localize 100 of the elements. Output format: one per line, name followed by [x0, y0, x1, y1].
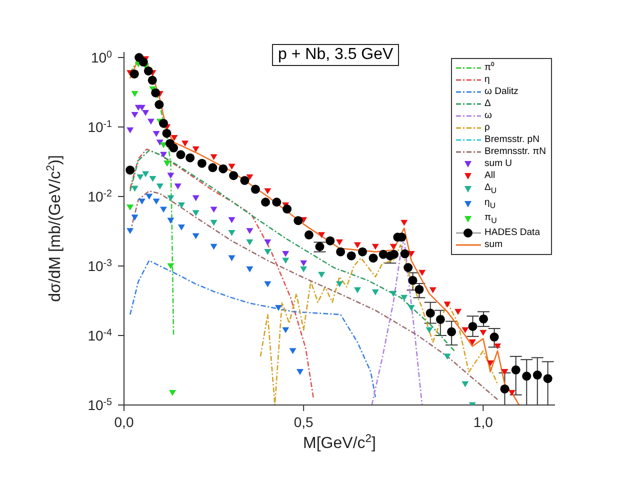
point — [282, 258, 290, 264]
point — [336, 247, 346, 256]
point — [390, 244, 397, 250]
point — [138, 198, 146, 205]
point — [543, 374, 552, 384]
point — [447, 327, 456, 336]
point — [468, 339, 476, 346]
point — [346, 251, 356, 260]
point — [426, 308, 435, 318]
point — [264, 188, 272, 194]
point — [136, 174, 144, 180]
point — [240, 176, 250, 185]
legend-label: Bremsstr. pN — [484, 134, 540, 146]
point — [131, 112, 138, 118]
point — [408, 250, 415, 257]
point — [300, 266, 308, 272]
point — [304, 230, 314, 240]
point — [192, 146, 200, 152]
point — [282, 327, 290, 334]
legend-label: η — [484, 74, 490, 86]
x-axis-title: M[GeV/c$^{2}$] — [303, 433, 376, 452]
point — [404, 263, 413, 272]
point — [228, 217, 236, 224]
point — [486, 360, 494, 366]
legend-label: η$_{U}$ — [484, 196, 496, 212]
point — [400, 220, 408, 226]
point — [336, 281, 343, 288]
point — [508, 390, 516, 396]
chart-title: p + Nb, 3.5 GeV — [272, 44, 400, 66]
legend-label: Δ — [484, 98, 491, 110]
point — [148, 76, 157, 85]
legend-label: Bremnsstr. πN — [484, 146, 546, 158]
y-tick-label: 10$^{-4}$ — [88, 327, 113, 344]
legend-label: Δ$_{U}$ — [484, 182, 497, 197]
point — [131, 91, 138, 97]
point — [156, 184, 164, 190]
point — [208, 163, 218, 172]
point — [408, 305, 415, 311]
point — [326, 236, 335, 246]
point — [167, 172, 174, 179]
point — [154, 100, 164, 110]
point — [501, 369, 508, 375]
legend-label: sum U — [484, 158, 512, 170]
point — [246, 174, 254, 180]
point — [264, 249, 272, 255]
point — [490, 332, 499, 342]
line-series — [129, 148, 314, 400]
point — [500, 384, 510, 394]
legend-label: ω — [484, 110, 492, 122]
point — [480, 330, 487, 336]
point — [400, 294, 408, 301]
point — [167, 263, 174, 270]
point — [192, 195, 200, 202]
point — [418, 270, 426, 276]
point — [400, 249, 410, 258]
point — [131, 214, 138, 221]
point — [250, 184, 260, 194]
y-tick-label: 10$^{-1}$ — [88, 118, 112, 135]
point — [156, 140, 164, 146]
point — [462, 327, 469, 334]
point — [454, 308, 462, 315]
point — [169, 143, 178, 152]
point — [372, 289, 379, 296]
point — [296, 369, 304, 375]
point — [174, 184, 182, 190]
point — [218, 164, 228, 174]
point — [522, 372, 532, 381]
point — [126, 228, 134, 234]
point — [210, 244, 218, 250]
point — [246, 228, 254, 234]
point — [138, 104, 146, 111]
point — [168, 390, 176, 396]
point — [178, 202, 185, 208]
point — [282, 250, 290, 257]
point — [274, 305, 282, 311]
point — [160, 152, 168, 158]
point — [246, 239, 254, 246]
y-tick-label: 10$^{-3}$ — [88, 258, 113, 274]
point — [479, 314, 488, 324]
point — [444, 354, 451, 360]
point — [462, 381, 469, 388]
x-tick-label: 0,0 — [114, 414, 134, 430]
point — [261, 198, 270, 207]
point — [318, 272, 326, 278]
point — [130, 69, 139, 78]
point — [264, 239, 272, 246]
point — [228, 164, 236, 170]
point — [210, 206, 218, 213]
point — [228, 255, 236, 262]
point — [146, 194, 153, 200]
point — [144, 66, 153, 76]
point — [532, 370, 542, 380]
legend-label: ρ — [484, 122, 490, 134]
point — [408, 276, 418, 285]
point — [294, 216, 303, 226]
point — [390, 250, 399, 259]
point — [151, 88, 160, 98]
point — [126, 127, 134, 134]
point — [246, 266, 254, 272]
point — [159, 118, 168, 128]
